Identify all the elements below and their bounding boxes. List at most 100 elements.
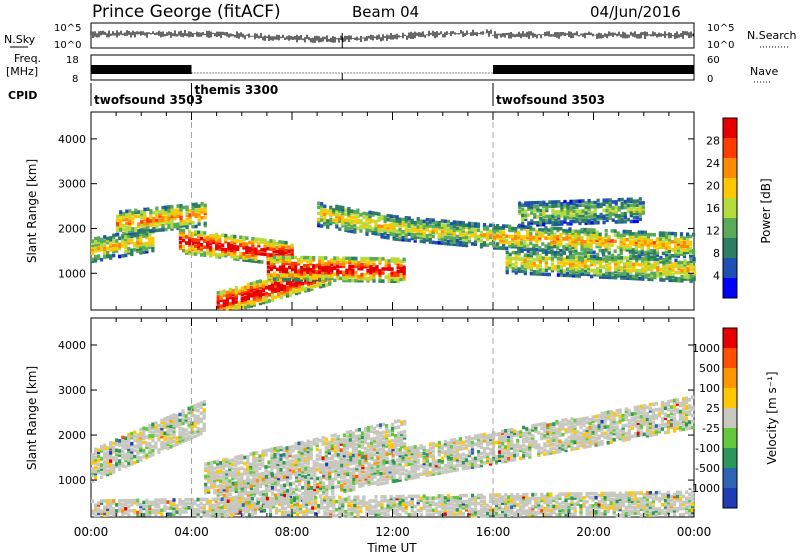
data-cell: [563, 220, 567, 224]
data-cell: [175, 442, 179, 446]
data-cell: [233, 234, 237, 239]
data-cell: [251, 259, 255, 263]
data-cell: [213, 470, 217, 475]
data-cell: [596, 252, 600, 257]
data-cell: [267, 278, 272, 283]
data-cell: [131, 231, 135, 235]
data-cell: [124, 446, 128, 451]
data-cell: [345, 274, 349, 279]
data-cell: [342, 447, 346, 452]
data-cell: [661, 245, 665, 250]
data-cell: [668, 278, 672, 283]
data-cell: [604, 249, 608, 253]
data-cell: [665, 256, 669, 260]
data-cell: [125, 211, 129, 216]
data-cell: [550, 242, 554, 247]
data-cell: [199, 401, 203, 405]
data-cell: [392, 219, 396, 223]
data-cell: [127, 455, 131, 459]
data-cell: [190, 421, 194, 426]
data-cell: [301, 471, 305, 476]
data-cell: [556, 244, 560, 249]
data-cell: [246, 490, 250, 495]
data-cell: [328, 462, 332, 466]
data-cell: [458, 222, 462, 227]
data-cell: [378, 437, 383, 442]
data-cell: [348, 272, 352, 277]
data-cell: [381, 440, 386, 445]
data-cell: [493, 227, 497, 232]
data-cell: [100, 447, 104, 451]
data-cell: [520, 237, 524, 241]
data-cell: [614, 212, 618, 216]
data-cell: [613, 239, 617, 243]
data-cell: [372, 267, 376, 271]
data-cell: [103, 465, 107, 470]
data-cell: [523, 227, 527, 231]
data-cell: [342, 445, 346, 450]
data-cell: [340, 463, 344, 468]
data-cell: [362, 221, 366, 226]
data-cell: [139, 437, 143, 442]
data-cell: [270, 296, 275, 300]
data-cell: [476, 236, 481, 241]
data-cell: [587, 205, 591, 209]
data-cell: [514, 243, 518, 247]
data-cell: [254, 247, 258, 251]
data-cell: [366, 428, 371, 432]
data-cell: [361, 465, 365, 470]
data-cell: [544, 244, 548, 248]
data-cell: [357, 434, 361, 438]
data-cell: [586, 244, 590, 248]
data-cell: [203, 223, 207, 228]
data-cell: [638, 211, 642, 215]
data-cell: [664, 235, 669, 240]
data-cell: [368, 216, 372, 221]
data-cell: [452, 236, 456, 240]
data-cell: [523, 225, 527, 229]
data-cell: [316, 488, 320, 493]
data-cell: [348, 440, 352, 444]
data-cell: [596, 202, 600, 207]
data-cell: [103, 468, 107, 472]
data-cell: [554, 220, 558, 224]
data-cell: [623, 199, 627, 204]
data-cell: [692, 277, 696, 282]
data-cell: [243, 301, 247, 306]
data-cell: [269, 273, 274, 278]
noise-sky-trace: [90, 29, 694, 43]
data-cell: [130, 452, 134, 456]
data-cell: [324, 457, 328, 462]
data-cell: [170, 207, 174, 211]
data-cell: [550, 244, 554, 249]
data-cell: [151, 424, 155, 429]
data-cell: [556, 261, 560, 265]
data-cell: [577, 274, 582, 278]
data-cell: [204, 474, 208, 479]
data-cell: [385, 452, 389, 456]
data-cell: [131, 213, 135, 217]
data-cell: [664, 237, 669, 242]
data-cell: [505, 240, 509, 245]
data-cell: [548, 218, 552, 223]
data-cell: [142, 246, 146, 250]
data-cell: [560, 206, 564, 210]
data-cell: [261, 296, 266, 301]
data-cell: [372, 438, 377, 443]
data-cell: [364, 470, 368, 475]
data-cell: [384, 267, 388, 271]
data-cell: [202, 408, 206, 412]
data-cell: [210, 485, 214, 489]
data-cell: [400, 422, 404, 427]
data-cell: [179, 204, 183, 208]
data-cell: [664, 253, 669, 258]
data-cell: [538, 268, 542, 272]
data-cell: [315, 264, 319, 268]
data-cell: [517, 247, 521, 251]
data-cell: [384, 275, 388, 279]
data-cell: [307, 492, 311, 497]
data-cell: [188, 243, 192, 248]
data-cell: [650, 257, 654, 261]
data-cell: [393, 257, 397, 261]
data-cell: [587, 215, 591, 219]
